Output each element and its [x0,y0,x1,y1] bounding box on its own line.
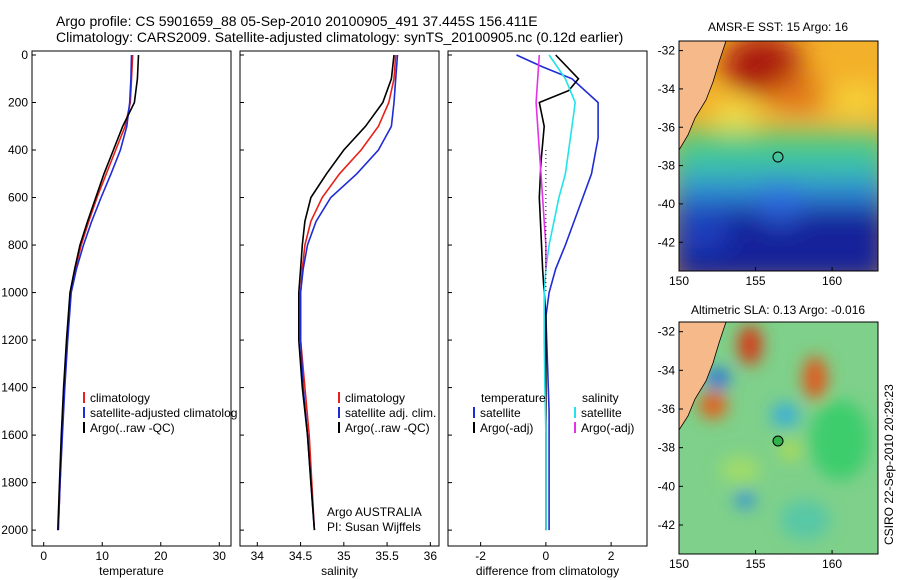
salinity-legend-climatology: climatology [345,391,405,405]
sla_map-ytick-1: -34 [658,363,676,377]
credit-text: CSIRO 22-Sep-2010 20:29:23 [882,384,896,545]
sla_map-ytick-2: -36 [658,402,676,416]
salinity-legend-argo: Argo(..raw -QC) [345,421,430,435]
sst_map-ytick-2: -36 [658,120,676,134]
sla-map-image [679,322,878,554]
temperature-xtick-1: 10 [96,549,110,563]
diff-legend-temperature-heading: temperature [481,391,546,405]
salinity-legend-satellite: satellite adj. clim. [345,406,436,420]
salinity-xtick-0: 34 [251,549,265,563]
argo-australia-note: Argo AUSTRALIA [327,505,422,519]
sst_map-xtick-0: 150 [669,274,689,288]
difference-series-3 [535,54,547,269]
difference-series-0 [516,54,599,531]
header-line-1: Argo profile: CS 5901659_88 05-Sep-2010 … [56,13,538,29]
axes: 0 10 20 30temperature0200400600800100012001… [1,44,842,578]
temperature-legend-climatology: climatology [90,391,150,405]
depth-ytick-6: 1200 [1,333,28,347]
temperature-series-2 [57,54,140,531]
depth-ytick-3: 600 [8,191,28,205]
sst_map-ytick-4: -40 [658,197,676,211]
depth-ytick-1: 200 [8,96,28,110]
difference-xtick-2: 2 [608,549,615,563]
temperature-xlabel: temperature [99,564,164,578]
diff-legend-temperature-argo: Argo(-adj) [480,421,533,435]
sla_map-ytick-5: -42 [658,518,676,532]
pi-note: PI: Susan Wijffels [327,520,421,534]
sla_map-ytick-3: -38 [658,441,676,455]
sla_map-xtick-1: 155 [746,557,766,571]
diff-legend-temperature-satellite: satellite [480,406,521,420]
difference-xtick-1: 0 [543,549,550,563]
salinity-xlabel: salinity [321,564,358,578]
difference-xtick-0: -2 [475,549,486,563]
temperature-legend-argo: Argo(..raw -QC) [90,421,175,435]
temperature-xtick-0: 0 [40,549,47,563]
sst_map-ytick-5: -42 [658,235,676,249]
difference-xlabel: difference from climatology [476,564,619,578]
salinity-xtick-2: 35 [337,549,351,563]
header-line-2: Climatology: CARS2009. Satellite-adjuste… [56,29,624,45]
diff-legend-salinity-heading: salinity [582,391,619,405]
diff-legend-salinity-argo: Argo(-adj) [581,421,634,435]
depth-ytick-9: 1800 [1,476,28,490]
sst_map-ytick-3: -38 [658,159,676,173]
difference-series-2 [543,54,577,531]
sst_map-ytick-1: -34 [658,82,676,96]
salinity-series-0 [299,54,397,531]
sst-map-image [679,41,878,271]
temperature-legend-satellite: satellite-adjusted climatolog [90,406,237,420]
salinity-series-2 [297,54,395,531]
salinity-xtick-4: 36 [424,549,438,563]
temperature-xtick-3: 30 [213,549,227,563]
sla_map-ytick-0: -32 [658,325,676,339]
salinity-plot [297,54,399,531]
diff-legend-salinity-satellite: satellite [581,406,622,420]
sst-map-frame [678,40,879,272]
depth-ytick-0: 0 [21,48,28,62]
sst-argo-marker [772,151,784,163]
sla-map-title: Altimetric SLA: 0.13 Argo: -0.016 [691,303,865,317]
depth-ytick-8: 1600 [1,428,28,442]
sla-map-frame [678,321,879,555]
sla-argo-marker [772,435,784,447]
sla_map-ytick-4: -40 [658,479,676,493]
difference-plot [516,54,599,531]
depth-ytick-2: 400 [8,143,28,157]
sst_map-ytick-0: -32 [658,44,676,58]
temperature-xtick-2: 20 [154,549,168,563]
sla_map-xtick-2: 160 [822,557,842,571]
sla_map-xtick-0: 150 [669,557,689,571]
salinity-xtick-1: 34.5 [289,549,313,563]
sst_map-xtick-2: 160 [822,274,842,288]
depth-ytick-10: 2000 [1,523,28,537]
sst-map-title: AMSR-E SST: 15 Argo: 16 [708,20,848,34]
depth-ytick-4: 800 [8,238,28,252]
depth-ytick-5: 1000 [1,286,28,300]
depth-ytick-7: 1400 [1,381,28,395]
salinity-panel-frame [239,50,440,547]
salinity-xtick-3: 35.5 [375,549,399,563]
temperature-panel-frame [31,50,232,547]
sst_map-xtick-1: 155 [746,274,766,288]
temperature-plot [57,54,140,531]
